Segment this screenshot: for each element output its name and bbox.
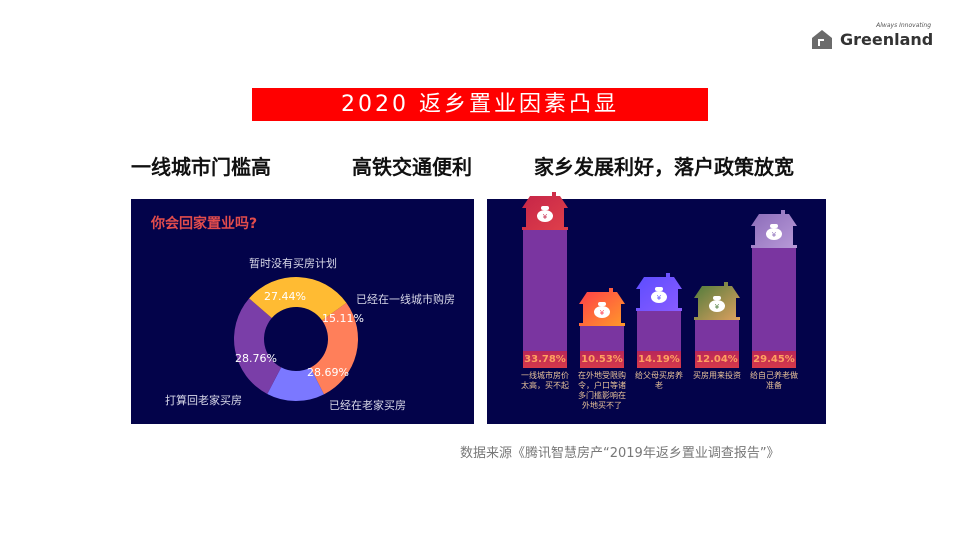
label-tier1: 已经在一线城市购房 [356, 293, 455, 306]
svg-text:¥: ¥ [600, 309, 605, 317]
house-money-icon: ¥ [694, 282, 740, 320]
bar-caption: 给父母买房养老 [635, 371, 683, 390]
donut-slice [234, 298, 282, 394]
factor-2: 高铁交通便利 [352, 155, 472, 179]
greenland-logo: Always Innovating Greenland [810, 22, 935, 50]
factor-1: 一线城市门槛高 [131, 155, 271, 179]
bar-caption: 给自己养老做准备 [750, 371, 798, 390]
bar: 29.45% [752, 246, 796, 368]
bar-caption: 在外地受限购令，户口等诸多门槛影响在外地买不了 [578, 371, 626, 410]
svg-text:¥: ¥ [772, 231, 777, 239]
label-plan-home: 打算回老家买房 [165, 394, 242, 407]
bar-value-label: 29.45% [752, 351, 796, 368]
svg-text:¥: ¥ [715, 303, 720, 311]
bar: 33.78% [523, 228, 567, 368]
bar-value-label: 12.04% [695, 351, 739, 368]
pct-hometown-bought: 28.69% [307, 366, 349, 379]
donut-chart-title: 你会回家置业吗? [151, 216, 258, 232]
bar: 12.04% [695, 318, 739, 368]
bar-value-label: 33.78% [523, 351, 567, 368]
bar: 14.19% [637, 309, 681, 368]
page-title: 2020 返乡置业因素凸显 [252, 88, 708, 121]
svg-text:¥: ¥ [657, 294, 662, 302]
donut-chart [234, 277, 358, 401]
pct-tier1: 15.11% [322, 312, 364, 325]
house-money-icon: ¥ [751, 210, 797, 248]
factor-3: 家乡发展利好，落户政策放宽 [534, 155, 794, 179]
logo-wordmark: Greenland [840, 30, 934, 49]
logo-house-icon [812, 30, 832, 49]
bar-value-label: 14.19% [637, 351, 681, 368]
label-no-plan: 暂时没有买房计划 [249, 257, 337, 270]
house-money-icon: ¥ [636, 273, 682, 311]
bar-value-label: 10.53% [580, 351, 624, 368]
bar: 10.53% [580, 324, 624, 368]
pct-no-plan: 27.44% [264, 290, 306, 303]
house-money-icon: ¥ [579, 288, 625, 326]
donut-chart-panel: 你会回家置业吗? 暂时没有买房计划 已经在一线城市购房 已经在老家买房 打算回老… [131, 199, 474, 424]
bar-chart-panel: 33.78% ¥ 一线城市房价太高，买不起 10.53% ¥ 在外地受限购令，户口等诸… [487, 192, 826, 424]
logo-tagline: Always Innovating [876, 22, 931, 29]
data-source: 数据来源《腾讯智慧房产“2019年返乡置业调查报告”》 [460, 446, 780, 461]
label-hometown-bought: 已经在老家买房 [329, 399, 406, 412]
pct-plan-home: 28.76% [235, 352, 277, 365]
donut-slice [310, 302, 358, 395]
house-money-icon: ¥ [522, 192, 568, 230]
bar-caption: 一线城市房价太高，买不起 [521, 371, 569, 390]
donut-slice [267, 367, 324, 401]
donut-slice [249, 277, 347, 321]
bar-caption: 买房用来投资 [693, 371, 741, 380]
svg-text:¥: ¥ [543, 213, 548, 221]
